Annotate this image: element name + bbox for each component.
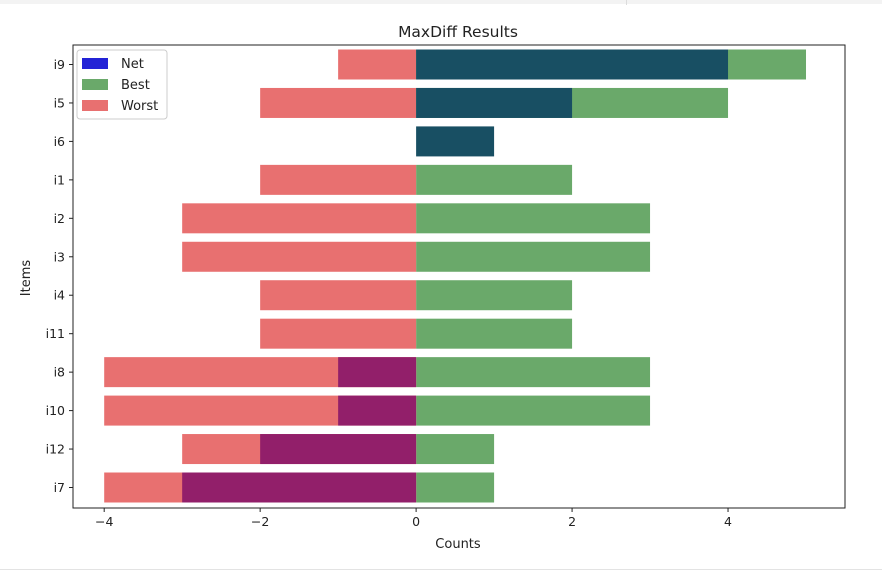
bar-worst-i4 <box>260 280 417 311</box>
y-axis-ticks: i9 i5 i6 i1 i2 i3 i4 i11 i8 i10 i12 i7 <box>46 57 73 495</box>
bar-worst-i5 <box>260 87 417 118</box>
bar-best-i3 <box>416 241 651 272</box>
bar-best-i7 <box>416 472 495 503</box>
x-tick-label-0: −4 <box>95 514 113 529</box>
legend: Net Best Worst <box>76 49 168 120</box>
x-tick-label-1: −2 <box>251 514 269 529</box>
bar-worst-i9 <box>338 49 417 80</box>
x-tick-label-4: 4 <box>724 514 732 529</box>
bar-worst-i11 <box>260 318 417 349</box>
bar-worst-i2 <box>182 203 417 234</box>
bar-best-i1 <box>416 164 573 195</box>
legend-label-worst: Worst <box>121 99 158 114</box>
y-tick-label-i4: i4 <box>54 288 65 303</box>
x-tick-label-3: 2 <box>568 514 576 529</box>
y-tick-label-i8: i8 <box>54 365 65 380</box>
window-bottom-line <box>0 569 882 570</box>
bar-net-i8 <box>338 357 417 388</box>
bar-best-i8 <box>416 357 651 388</box>
bar-worst-i1 <box>260 164 417 195</box>
bar-net-i6 <box>416 126 495 157</box>
y-tick-label-i12: i12 <box>46 442 65 457</box>
bar-best-i10 <box>416 395 651 426</box>
y-tick-label-i5: i5 <box>54 95 65 110</box>
bars-group <box>104 49 807 503</box>
legend-swatch-worst <box>82 100 108 111</box>
y-tick-label-i9: i9 <box>54 57 65 72</box>
bar-worst-i3 <box>182 241 417 272</box>
bar-best-i2 <box>416 203 651 234</box>
bar-best-i11 <box>416 318 573 349</box>
bar-net-i7 <box>182 472 417 503</box>
window-top-divider <box>626 0 627 5</box>
y-axis-label: Items <box>19 260 34 297</box>
legend-swatch-net <box>82 58 108 69</box>
window-top-strip <box>0 0 882 4</box>
bar-net-i12 <box>260 434 417 465</box>
y-tick-label-i10: i10 <box>46 403 65 418</box>
x-axis-ticks: −4 −2 0 2 4 <box>95 508 732 529</box>
bar-best-i4 <box>416 280 573 311</box>
x-tick-label-2: 0 <box>412 514 420 529</box>
legend-swatch-best <box>82 79 108 90</box>
bar-net-i10 <box>338 395 417 426</box>
bar-net-i9 <box>416 49 729 80</box>
chart-title: MaxDiff Results <box>398 23 518 41</box>
y-tick-label-i11: i11 <box>46 326 65 341</box>
bar-best-i12 <box>416 434 495 465</box>
y-tick-label-i7: i7 <box>54 480 65 495</box>
plot-frame <box>72 44 846 509</box>
y-tick-label-i2: i2 <box>54 211 65 226</box>
legend-label-net: Net <box>121 57 144 72</box>
y-tick-label-i1: i1 <box>54 172 65 187</box>
y-tick-label-i3: i3 <box>54 249 65 264</box>
legend-label-best: Best <box>121 78 150 93</box>
x-axis-label: Counts <box>435 537 481 552</box>
bar-net-i5 <box>416 87 573 118</box>
y-tick-label-i6: i6 <box>54 134 65 149</box>
